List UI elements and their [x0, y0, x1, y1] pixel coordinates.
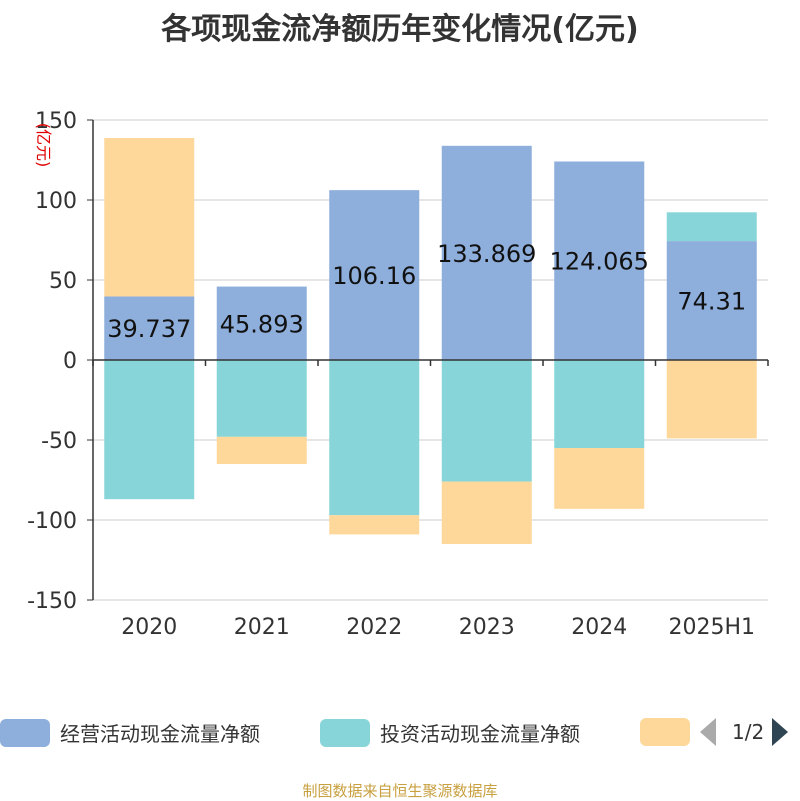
y-tick-label: 150 [35, 109, 77, 134]
legend: 经营活动现金流量净额 投资活动现金流量净额 1/2 [0, 712, 800, 756]
y-tick-label: 100 [35, 189, 77, 214]
data-label: 124.065 [550, 248, 649, 276]
y-tick-label: -100 [27, 509, 77, 534]
bar-s2-2025H1 [666, 360, 757, 439]
x-tick-label: 2024 [571, 615, 627, 640]
legend-label-investing: 投资活动现金流量净额 [380, 722, 580, 746]
bar-s2-2020 [104, 138, 195, 297]
legend-item-financing[interactable] [640, 718, 700, 746]
data-label: 39.737 [107, 315, 191, 343]
bar-s2-2024 [554, 448, 645, 509]
y-tick-label: 50 [49, 269, 77, 294]
bar-s0-2020 [104, 296, 195, 360]
bar-s1-2022 [329, 360, 420, 516]
y-tick-label: 0 [63, 349, 77, 374]
bar-s2-2022 [329, 515, 420, 535]
x-tick-label: 2022 [346, 615, 402, 640]
source-note: 制图数据来自恒生聚源数据库 [302, 782, 498, 800]
data-label: 133.869 [437, 240, 536, 268]
bar-s0-2025H1 [666, 241, 757, 360]
y-axis-label: (亿元) [34, 123, 53, 168]
bar-s1-2025H1 [666, 212, 757, 242]
bar-s0-2022 [329, 190, 420, 360]
chart-title: 各项现金流净额历年变化情况(亿元) [161, 12, 639, 47]
data-label: 74.31 [677, 288, 746, 316]
pager-prev-icon[interactable] [700, 718, 716, 746]
legend-swatch-operating [0, 718, 50, 747]
legend-label-operating: 经营活动现金流量净额 [60, 722, 260, 746]
x-tick-label: 2021 [234, 615, 290, 640]
pager-next-icon[interactable] [772, 718, 789, 746]
data-label: 45.893 [220, 310, 304, 338]
bar-s1-2021 [216, 360, 307, 437]
x-tick-label: 2023 [459, 615, 515, 640]
bar-s1-2024 [554, 360, 645, 448]
legend-pager: 1/2 [700, 718, 789, 746]
bar-s0-2024 [554, 161, 645, 360]
data-label: 106.16 [332, 262, 416, 290]
chart-plot: 150 100 50 0 -50 -100 -150 (亿元) 39.737 45.893 106.… [27, 109, 769, 640]
bar-s1-2023 [441, 360, 532, 482]
x-tick-label: 2025H1 [668, 615, 755, 640]
legend-swatch-investing [320, 718, 370, 747]
legend-item-investing[interactable]: 投资活动现金流量净额 [320, 718, 580, 747]
y-tick-label: -150 [27, 589, 77, 614]
bar-s2-2021 [216, 436, 307, 464]
bar-s0-2023 [441, 145, 532, 360]
bar-s1-2020 [104, 360, 195, 500]
pager-text: 1/2 [732, 720, 765, 744]
legend-item-operating[interactable]: 经营活动现金流量净额 [0, 718, 260, 747]
y-tick-label: -50 [41, 429, 77, 454]
x-tick-label: 2020 [121, 615, 177, 640]
bar-s2-2023 [441, 481, 532, 544]
bar-s0-2021 [216, 286, 307, 360]
legend-swatch-financing [640, 718, 690, 746]
